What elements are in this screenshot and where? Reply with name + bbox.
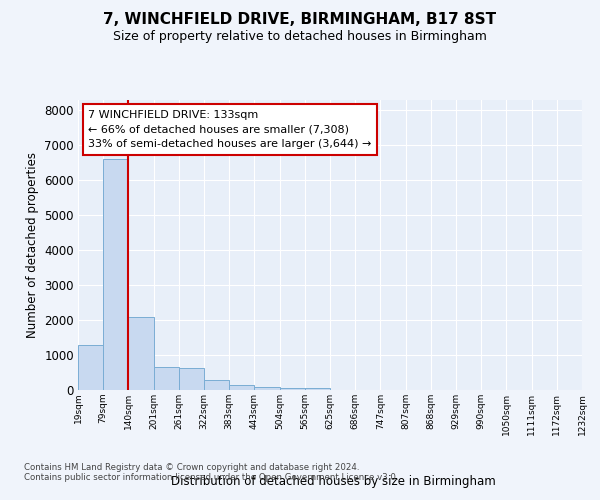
Y-axis label: Number of detached properties: Number of detached properties <box>26 152 38 338</box>
Bar <box>154 368 179 390</box>
Text: 7, WINCHFIELD DRIVE, BIRMINGHAM, B17 8ST: 7, WINCHFIELD DRIVE, BIRMINGHAM, B17 8ST <box>103 12 497 28</box>
Bar <box>78 344 103 390</box>
Text: Contains HM Land Registry data © Crown copyright and database right 2024.: Contains HM Land Registry data © Crown c… <box>24 464 359 472</box>
Bar <box>204 380 229 390</box>
Bar <box>254 387 280 390</box>
Bar <box>305 388 330 390</box>
Text: Contains public sector information licensed under the Open Government Licence v3: Contains public sector information licen… <box>24 474 398 482</box>
Bar <box>103 160 128 390</box>
Text: Distribution of detached houses by size in Birmingham: Distribution of detached houses by size … <box>170 474 496 488</box>
Bar <box>280 388 305 390</box>
Bar <box>179 368 204 390</box>
Text: 7 WINCHFIELD DRIVE: 133sqm
← 66% of detached houses are smaller (7,308)
33% of s: 7 WINCHFIELD DRIVE: 133sqm ← 66% of deta… <box>88 110 371 150</box>
Text: Size of property relative to detached houses in Birmingham: Size of property relative to detached ho… <box>113 30 487 43</box>
Bar <box>128 318 154 390</box>
Bar <box>229 385 254 390</box>
